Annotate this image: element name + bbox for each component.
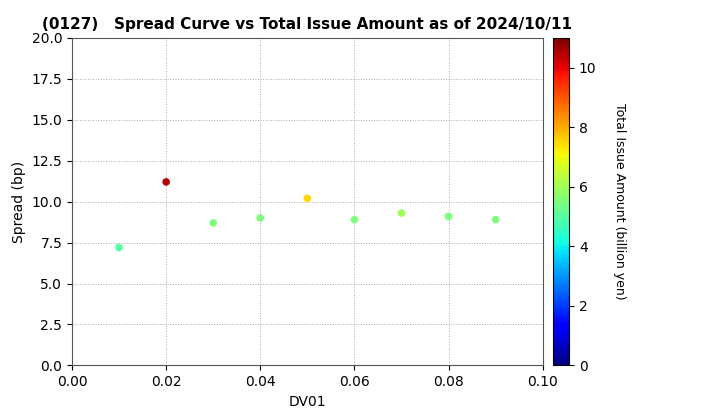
- Point: [207, 220, 219, 226]
- X-axis label: DV01: DV01: [289, 395, 326, 409]
- Y-axis label: Spread (bp): Spread (bp): [12, 160, 26, 243]
- Title: (0127)   Spread Curve vs Total Issue Amount as of 2024/10/11: (0127) Spread Curve vs Total Issue Amoun…: [42, 18, 572, 32]
- Y-axis label: Total Issue Amount (billion yen): Total Issue Amount (billion yen): [613, 103, 626, 300]
- Point: [396, 210, 408, 216]
- Point: [302, 195, 313, 202]
- Point: [113, 244, 125, 251]
- Point: [255, 215, 266, 221]
- Point: [348, 216, 360, 223]
- Point: [490, 216, 501, 223]
- Point: [161, 178, 172, 185]
- Point: [443, 213, 454, 220]
